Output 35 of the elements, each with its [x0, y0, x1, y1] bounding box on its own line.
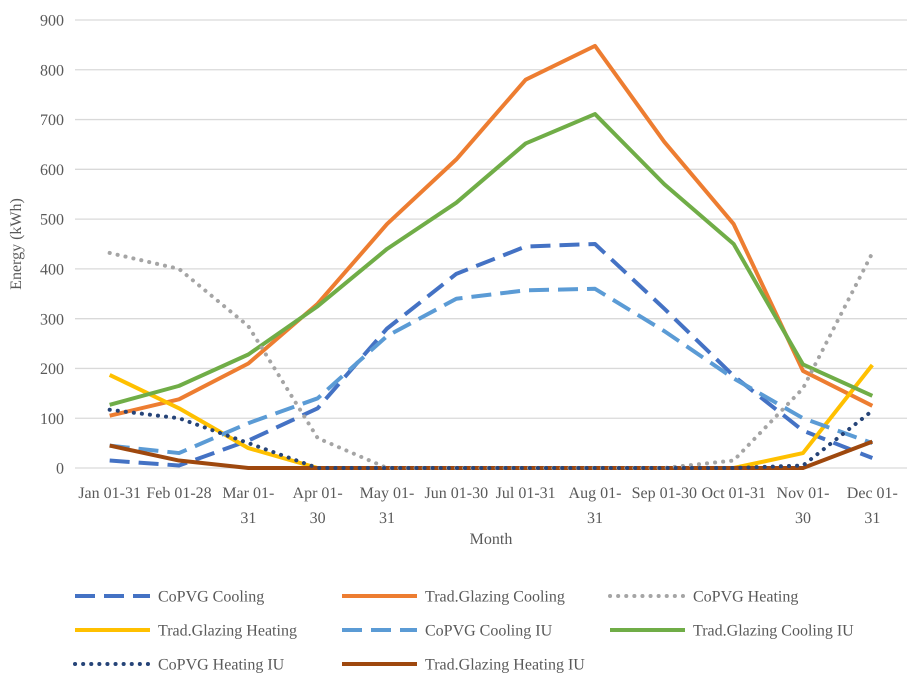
- y-tick-label: 0: [56, 460, 64, 478]
- legend-label: CoPVG Heating IU: [158, 656, 285, 674]
- y-axis-title: Energy (kWh): [8, 198, 25, 290]
- legend-label: Trad.Glazing Heating: [158, 622, 297, 640]
- x-tick-label: Jun 01-30: [424, 485, 488, 502]
- x-tick-label: Nov 01-30: [776, 485, 830, 527]
- legend-label: CoPVG Cooling IU: [425, 622, 553, 640]
- y-tick-label: 900: [40, 12, 64, 30]
- line-series: [108, 286, 874, 456]
- y-tick-label: 100: [40, 410, 64, 428]
- x-tick-label: Oct 01-31: [701, 485, 766, 502]
- legend-label: CoPVG Heating: [693, 588, 798, 606]
- x-tick-label: Mar 01-31: [222, 485, 274, 527]
- y-tick-label: 800: [40, 62, 64, 80]
- y-tick-label: 300: [40, 311, 64, 328]
- line-series: [108, 44, 874, 418]
- x-tick-label: Feb 01-28: [146, 485, 212, 502]
- legend-label: Trad.Glazing Cooling: [425, 588, 565, 606]
- x-tick-label: Jul 01-31: [496, 485, 556, 502]
- y-tick-label: 400: [40, 261, 64, 278]
- x-axis-title: Month: [470, 531, 512, 548]
- x-tick-label: May 01-31: [360, 485, 414, 527]
- line-series: [108, 112, 874, 407]
- legend-label: CoPVG Cooling: [158, 588, 264, 606]
- x-tick-label: Sep 01-30: [632, 485, 697, 502]
- y-tick-label: 500: [40, 212, 64, 229]
- x-tick-label: Apr 01-30: [292, 485, 343, 527]
- legend-label: Trad.Glazing Heating IU: [425, 656, 586, 674]
- y-tick-label: 700: [40, 112, 64, 130]
- x-tick-label: Dec 01-31: [846, 485, 898, 527]
- y-tick-label: 200: [40, 361, 64, 378]
- legend-label: Trad.Glazing Cooling IU: [693, 622, 854, 640]
- x-tick-label: Jan 01-31: [78, 485, 141, 502]
- y-tick-label: 600: [40, 162, 64, 179]
- x-tick-label: Aug 01-31: [568, 485, 622, 527]
